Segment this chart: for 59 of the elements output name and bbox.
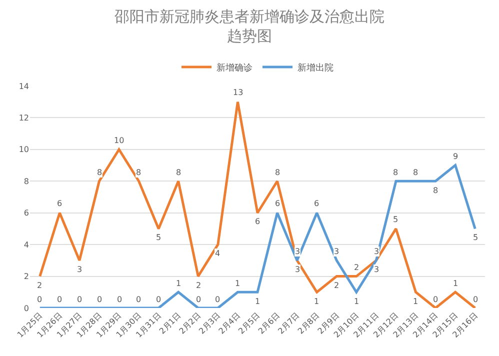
data-label: 0	[156, 295, 162, 304]
y-tick-label: 6	[24, 208, 29, 218]
data-label: 3	[295, 247, 300, 256]
data-label: 6	[314, 199, 320, 208]
data-label: 6	[57, 199, 62, 208]
data-label: 0	[57, 295, 62, 304]
data-label: 9	[453, 152, 458, 161]
y-tick-label: 14	[18, 82, 29, 91]
data-label: 3	[77, 265, 82, 274]
data-label: 5	[393, 215, 398, 224]
y-tick-label: 8	[24, 176, 29, 186]
data-label: 0	[196, 295, 202, 304]
data-label: 3	[295, 265, 300, 274]
data-label: 10	[114, 136, 124, 145]
data-label: 1	[453, 279, 458, 288]
y-tick-label: 4	[24, 240, 29, 250]
legend-label: 新增出院	[298, 62, 334, 74]
data-label: 0	[136, 295, 142, 304]
data-label: 1	[255, 297, 260, 306]
data-label: 8	[97, 168, 102, 177]
y-tick-label: 2	[24, 272, 29, 282]
y-tick-label: 0	[24, 304, 29, 313]
data-label: 1	[413, 297, 418, 306]
data-label: 4	[215, 249, 220, 258]
data-label: 3	[374, 247, 380, 256]
data-label: 0	[97, 295, 102, 304]
data-label: 2	[354, 263, 360, 272]
data-label: 0	[117, 295, 122, 304]
data-label: 1	[354, 297, 360, 306]
data-label: 0	[215, 295, 220, 304]
y-tick-label: 10	[18, 145, 29, 154]
data-label: 0	[37, 295, 42, 304]
data-label: 1	[176, 279, 182, 288]
line-series	[38, 100, 476, 308]
data-label: 0	[77, 295, 82, 304]
data-label: 8	[136, 168, 142, 177]
data-label: 1	[314, 297, 320, 306]
data-label: 0	[433, 295, 438, 304]
data-label: 8	[433, 186, 438, 195]
y-tick-label: 12	[18, 114, 29, 123]
data-label: 3	[334, 247, 340, 256]
data-label: 3	[374, 265, 380, 274]
data-label: 5	[473, 233, 478, 242]
data-label: 5	[156, 233, 162, 242]
line-series	[38, 164, 476, 308]
data-label: 13	[233, 88, 244, 97]
chart-title: 邵阳市新冠肺炎患者新增确诊及治愈出院趋势图	[114, 7, 384, 45]
data-label: 2	[37, 281, 42, 290]
data-label: 8	[176, 168, 182, 177]
data-label: 8	[275, 168, 280, 177]
data-label: 0	[473, 295, 478, 304]
data-label: 8	[413, 168, 418, 177]
data-label: 2	[334, 281, 340, 290]
data-label: 6	[275, 199, 280, 208]
data-label: 8	[393, 168, 398, 177]
legend-label: 新增确诊	[216, 62, 252, 74]
data-label: 6	[255, 217, 260, 226]
data-label: 2	[196, 281, 202, 290]
data-label: 1	[235, 279, 240, 288]
